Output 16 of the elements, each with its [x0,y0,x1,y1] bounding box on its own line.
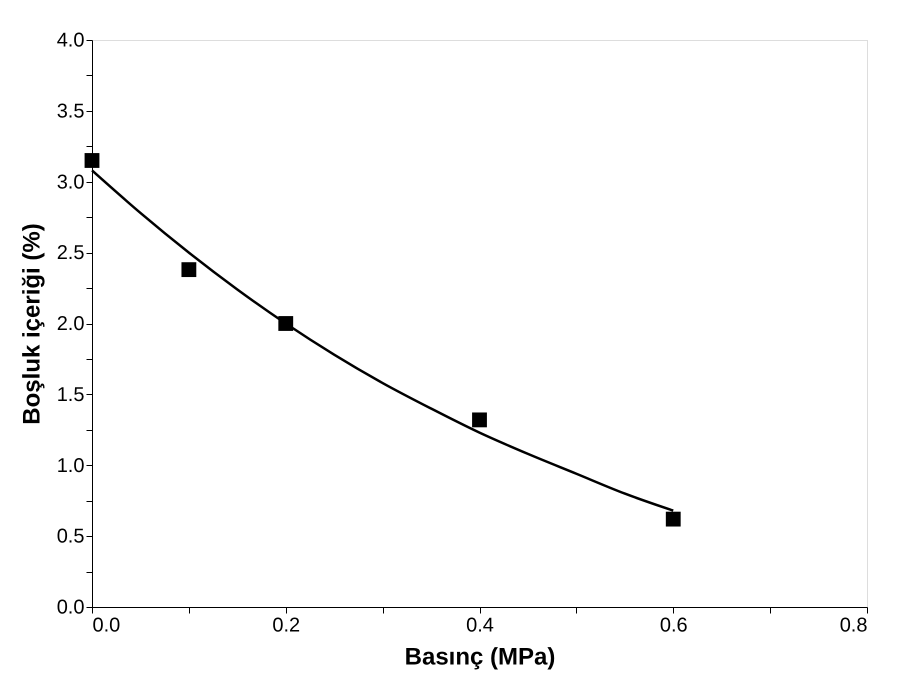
y-tick-label: 0.5 [56,526,84,548]
y-tick-label: 1.5 [56,384,84,406]
y-tick-label: 4.0 [56,30,84,52]
y-tick-label: 2.5 [56,242,84,264]
y-tick-label: 2.0 [56,313,84,335]
y-tick-label: 3.5 [56,100,84,122]
x-tick-label: 0.8 [840,614,868,636]
x-tick-label: 0.0 [92,614,120,636]
x-axis-title: Basınç (MPa) [404,644,556,670]
y-tick-label: 1.0 [56,454,84,477]
x-tick-label: 0.6 [660,614,688,636]
y-axis-title: Boşluk içeriği (%) [18,223,46,425]
x-tick-label: 0.4 [466,614,494,636]
y-tick-label: 3.0 [56,171,84,194]
y-tick-label: 0.0 [56,596,84,618]
x-tick-label: 0.2 [272,614,300,636]
